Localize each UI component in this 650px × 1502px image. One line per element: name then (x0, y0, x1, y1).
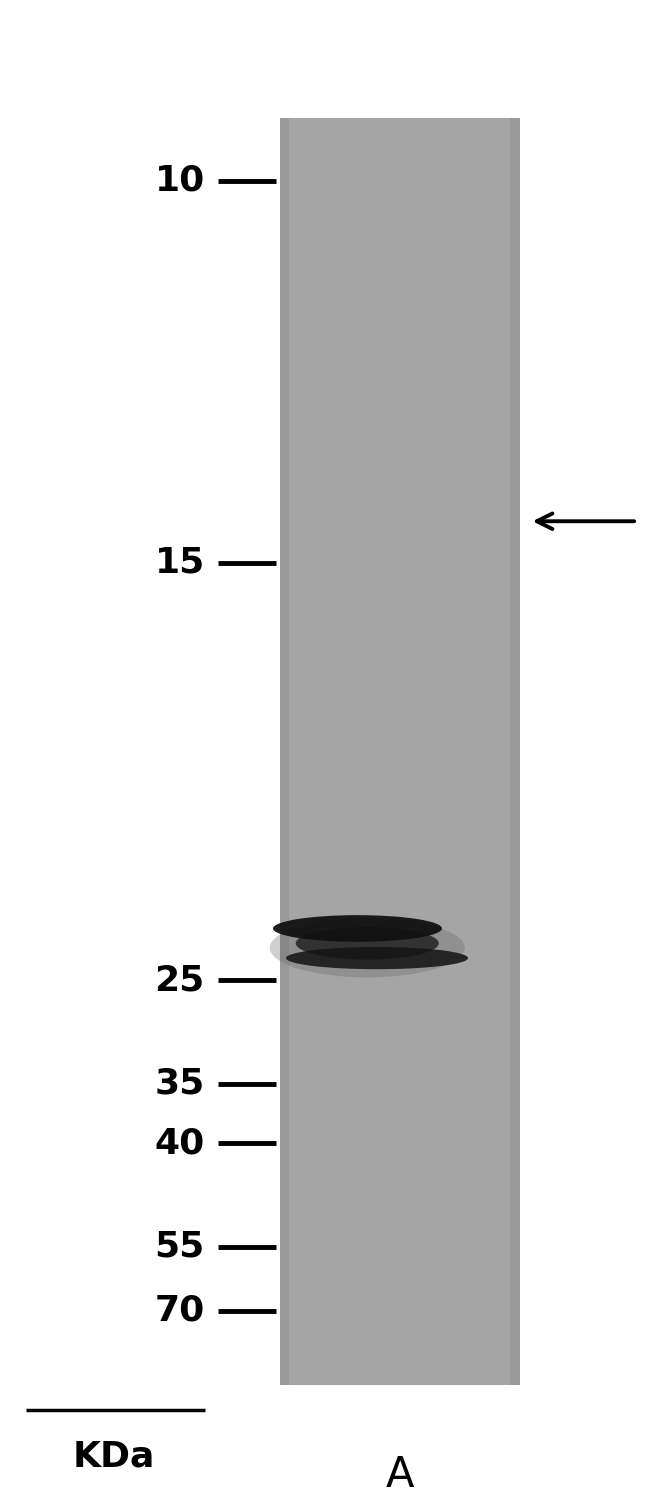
Text: 15: 15 (155, 545, 205, 580)
Ellipse shape (270, 918, 465, 978)
Text: 25: 25 (155, 963, 205, 997)
Text: 35: 35 (155, 1066, 205, 1101)
Text: A: A (385, 1454, 414, 1496)
Text: 55: 55 (155, 1230, 205, 1263)
Text: KDa: KDa (73, 1439, 155, 1473)
Bar (280, 119, 520, 1385)
Ellipse shape (273, 915, 442, 942)
Text: 70: 70 (155, 1293, 205, 1328)
Bar (510, 119, 520, 1385)
Ellipse shape (286, 946, 468, 969)
Text: 10: 10 (155, 164, 205, 198)
Bar (280, 119, 289, 1385)
Ellipse shape (296, 927, 439, 960)
Text: 40: 40 (155, 1126, 205, 1160)
